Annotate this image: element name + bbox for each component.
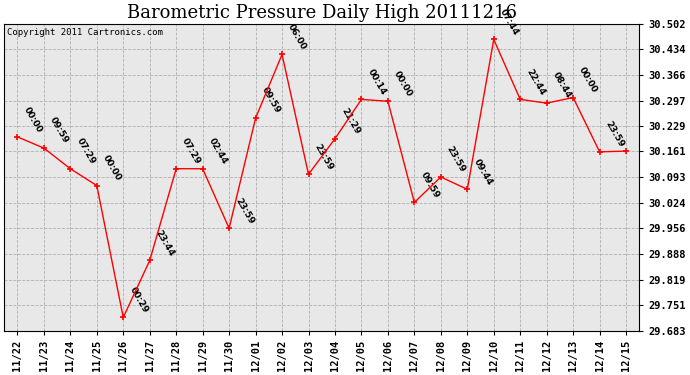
Text: 09:59: 09:59	[259, 86, 282, 116]
Text: 21:29: 21:29	[339, 106, 362, 136]
Text: 08:44: 08:44	[551, 71, 573, 100]
Title: Barometric Pressure Daily High 20111216: Barometric Pressure Daily High 20111216	[127, 4, 517, 22]
Text: 23:59: 23:59	[445, 145, 467, 174]
Text: 00:29: 00:29	[128, 285, 150, 315]
Text: 02:44: 02:44	[207, 136, 229, 166]
Text: 00:00: 00:00	[392, 70, 414, 99]
Text: 00:00: 00:00	[578, 66, 599, 95]
Text: 09:59: 09:59	[419, 170, 441, 200]
Text: 00:00: 00:00	[21, 105, 43, 134]
Text: 07:44: 07:44	[498, 7, 520, 37]
Text: 23:59: 23:59	[604, 120, 626, 149]
Text: 07:29: 07:29	[180, 136, 203, 166]
Text: 09:59: 09:59	[48, 116, 70, 146]
Text: Copyright 2011 Cartronics.com: Copyright 2011 Cartronics.com	[8, 28, 164, 38]
Text: 23:44: 23:44	[154, 228, 176, 258]
Text: 23:59: 23:59	[313, 142, 335, 171]
Text: 09:44: 09:44	[471, 157, 493, 186]
Text: 06:00: 06:00	[286, 23, 308, 52]
Text: 07:29: 07:29	[75, 136, 97, 166]
Text: 22:44: 22:44	[524, 67, 546, 97]
Text: 23:59: 23:59	[233, 196, 255, 225]
Text: 00:00: 00:00	[101, 154, 123, 183]
Text: 00:14: 00:14	[366, 68, 388, 97]
